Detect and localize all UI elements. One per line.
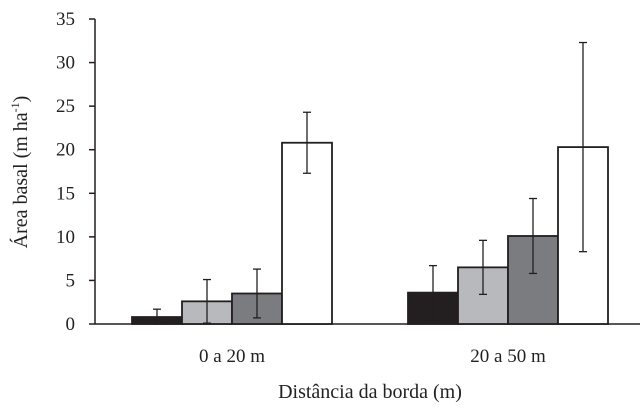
y-axis-title-suffix: ) xyxy=(10,96,32,103)
y-axis-title: Área basal (m ha-1) xyxy=(8,96,32,249)
x-category-label: 20 a 50 m xyxy=(470,346,546,367)
y-tick-label: 10 xyxy=(56,227,75,248)
y-tick-label: 25 xyxy=(56,96,75,117)
y-tick-label: 0 xyxy=(66,314,76,335)
y-axis: 0 5 10 15 20 25 30 35 xyxy=(56,9,96,335)
error-bars xyxy=(153,41,587,325)
y-tick-label: 20 xyxy=(56,140,75,161)
y-axis-title-superscript-per: -1 xyxy=(8,102,22,112)
y-tick-label: 15 xyxy=(56,183,75,204)
y-tick-label: 35 xyxy=(56,9,75,30)
y-axis-title-middle: ha xyxy=(10,112,32,136)
y-axis-title-prefix: Área basal (m xyxy=(9,136,32,249)
y-tick-label: 5 xyxy=(66,270,76,291)
x-axis-title: Distância da borda (m) xyxy=(278,381,462,403)
axis-labels: 0 a 20 m 20 a 50 m Distância da borda (m) Á… xyxy=(8,96,546,403)
bars xyxy=(131,141,609,325)
y-tick-label: 30 xyxy=(56,53,75,74)
x-category-label: 0 a 20 m xyxy=(199,346,265,367)
